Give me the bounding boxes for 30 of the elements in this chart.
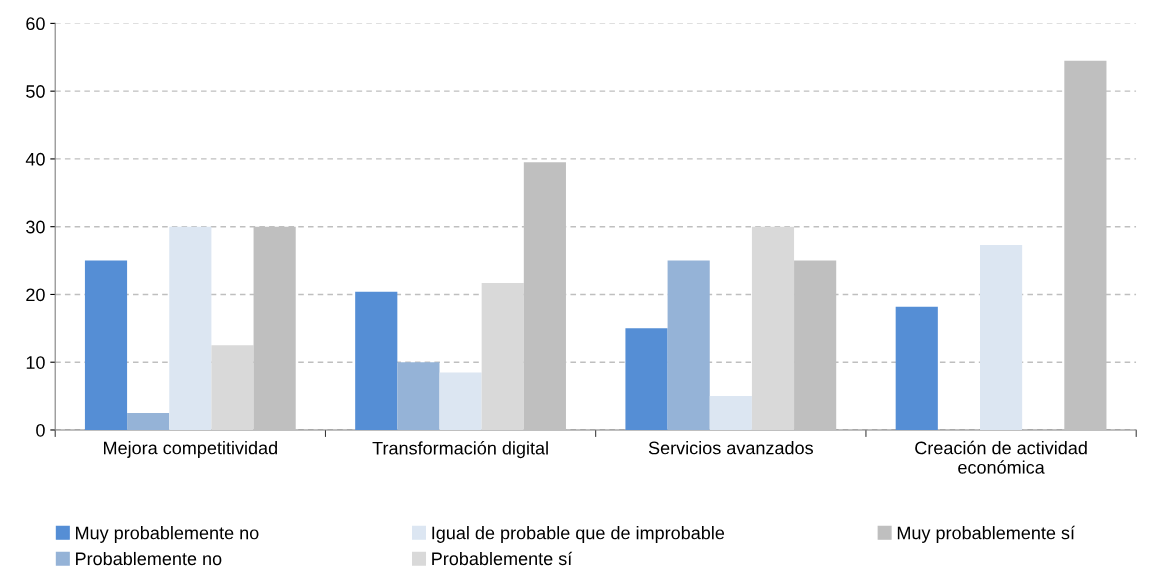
y-tick-label: 40 [25,152,45,166]
bar [751,226,795,430]
legend-label: Muy probablemente no [76,526,259,543]
bar [709,396,752,430]
bar [397,362,440,430]
y-tick-label: 30 [26,220,45,234]
bar [439,372,482,430]
bar [980,244,1023,430]
y-tick-label: 0 [36,423,45,437]
bar [84,260,128,430]
legend-label: Igual de probable que de improbable [432,526,725,543]
bar [667,260,710,430]
bar [625,328,668,430]
y-tick-label: 10 [26,356,45,369]
bar [211,345,254,430]
legend-label: Probablemente no [76,551,222,566]
bar [355,291,398,430]
bar [481,282,524,430]
x-tick-label: Mejora competitividad [104,441,277,458]
legend-label: Muy probablemente sí [897,525,1075,543]
bar [169,226,212,430]
x-tick-label: Transformación digital [372,441,548,459]
y-tick-label: 20 [26,288,45,302]
bar [895,306,938,430]
legend-label: Probablemente sí [432,551,573,566]
x-tick-label: Creación de actividad económica [915,440,1087,474]
x-tick-label: Servicios avanzados [648,441,813,455]
y-tick-label: 60 [26,17,45,31]
bar [127,413,170,430]
y-tick-label: 50 [26,85,45,98]
